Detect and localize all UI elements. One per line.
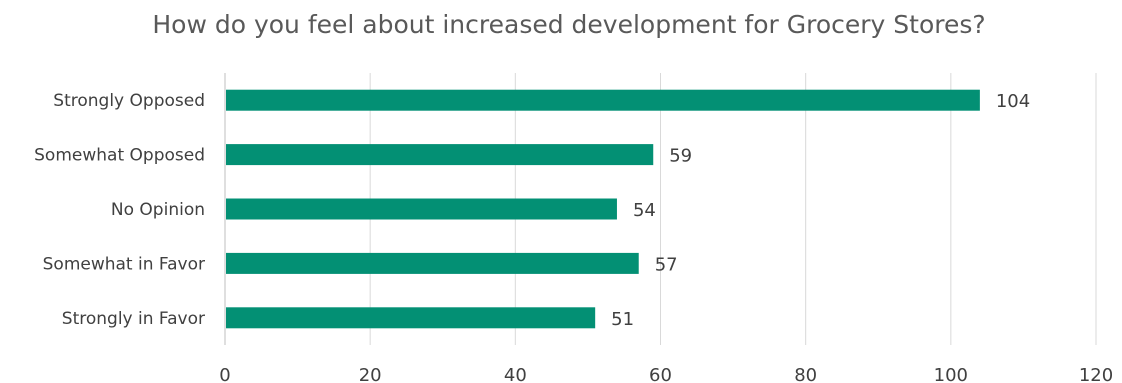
x-tick-label: 20 — [359, 365, 382, 383]
bar — [226, 307, 596, 329]
data-label: 54 — [633, 200, 656, 221]
category-label: Somewhat Opposed — [34, 146, 205, 166]
bars — [226, 89, 980, 329]
category-label: No Opinion — [111, 200, 205, 220]
x-tick-label: 100 — [934, 365, 968, 383]
bar — [226, 89, 980, 111]
data-label: 59 — [669, 146, 692, 167]
data-label: 104 — [996, 91, 1030, 112]
data-label: 51 — [611, 309, 634, 330]
x-tick-label: 80 — [794, 365, 817, 383]
bar — [226, 252, 639, 274]
x-tick-label: 60 — [649, 365, 672, 383]
category-labels: Strongly Opposed Somewhat Opposed No Opini… — [34, 91, 205, 329]
bar — [226, 144, 654, 166]
category-label: Somewhat in Favor — [43, 254, 205, 274]
x-tick-label: 0 — [219, 365, 230, 383]
bar — [226, 198, 617, 220]
x-tick-labels: 0 20 40 60 80 100 120 — [219, 365, 1113, 383]
category-label: Strongly in Favor — [62, 309, 205, 329]
chart-title: How do you feel about increased developm… — [152, 10, 985, 39]
data-label: 57 — [655, 254, 678, 275]
data-labels: 104 59 54 57 51 — [611, 91, 1030, 330]
x-tick-label: 120 — [1079, 365, 1113, 383]
x-tick-label: 40 — [504, 365, 527, 383]
category-label: Strongly Opposed — [53, 91, 205, 111]
